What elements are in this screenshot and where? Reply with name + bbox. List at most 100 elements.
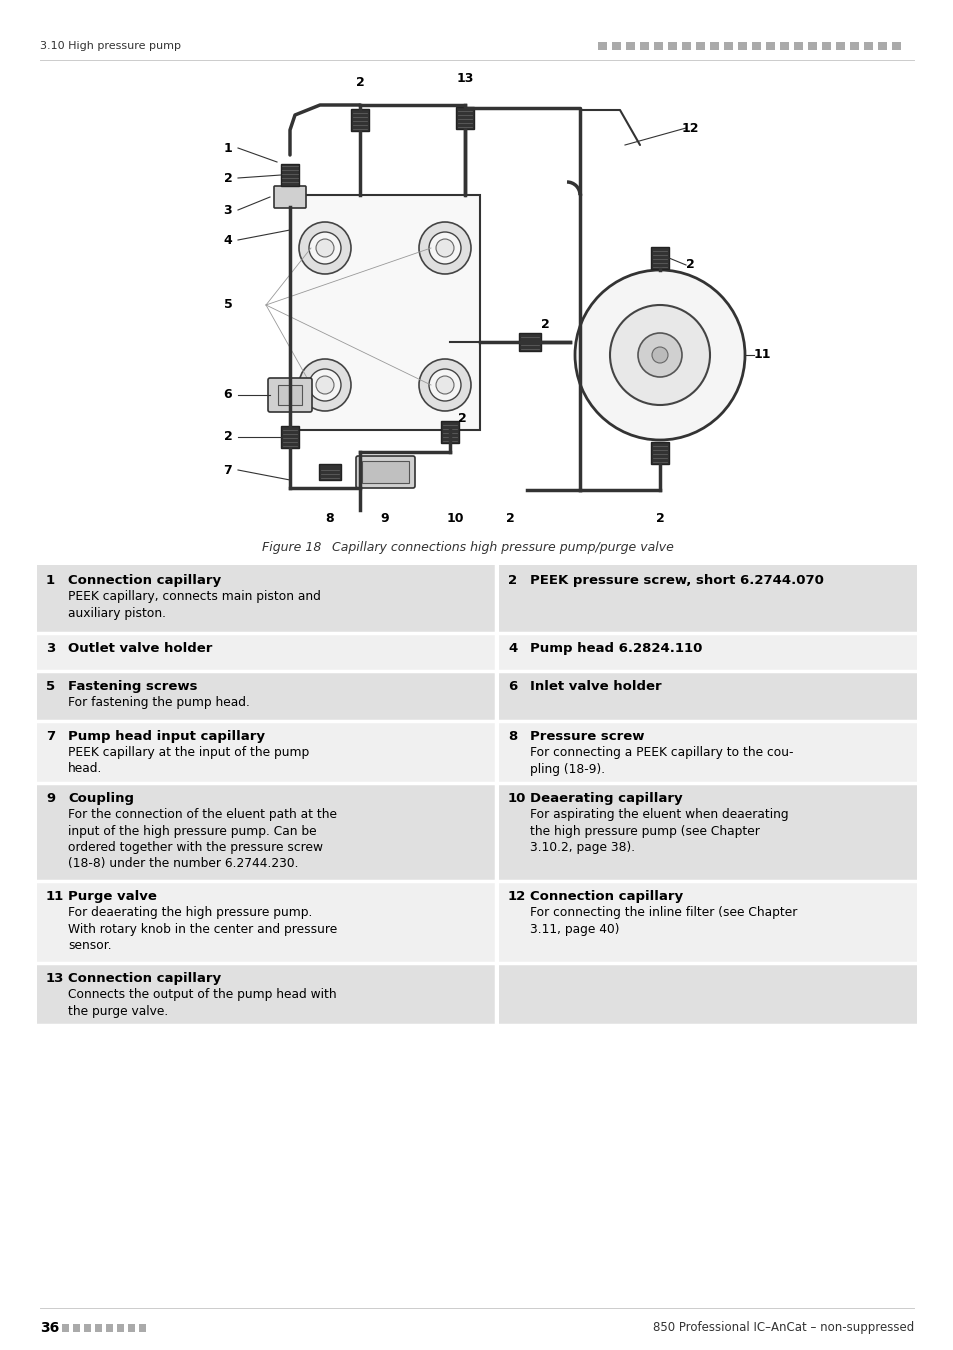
Text: 6: 6	[223, 389, 233, 401]
Text: 9: 9	[46, 792, 55, 805]
Text: Connects the output of the pump head with
the purge valve.: Connects the output of the pump head wit…	[68, 988, 336, 1018]
Bar	[37, 882, 496, 963]
Bar	[117, 1324, 124, 1332]
Text: Connection capillary: Connection capillary	[530, 890, 682, 903]
Text: 10: 10	[446, 512, 463, 525]
Text: 6: 6	[507, 680, 517, 693]
Bar	[37, 671, 496, 721]
Text: Connection capillary: Connection capillary	[68, 972, 221, 986]
Text: 7: 7	[46, 730, 55, 742]
Bar	[498, 783, 916, 882]
Bar	[139, 1324, 146, 1332]
Circle shape	[298, 359, 351, 410]
Bar	[793, 42, 802, 50]
Bar	[723, 42, 732, 50]
Text: 7: 7	[223, 463, 233, 477]
Bar	[95, 1324, 102, 1332]
Text: 12: 12	[680, 122, 698, 135]
Bar	[681, 42, 690, 50]
Circle shape	[575, 270, 744, 440]
Text: Pump head input capillary: Pump head input capillary	[68, 730, 265, 742]
Circle shape	[418, 359, 471, 410]
Text: 3: 3	[223, 204, 233, 216]
Bar	[765, 42, 774, 50]
Bar	[696, 42, 704, 50]
Text: 5: 5	[46, 680, 55, 693]
Bar	[877, 42, 886, 50]
Text: 8: 8	[507, 730, 517, 742]
FancyBboxPatch shape	[274, 186, 306, 208]
Circle shape	[429, 369, 460, 401]
Bar	[62, 1324, 69, 1332]
Bar	[440, 421, 458, 443]
Circle shape	[309, 369, 340, 401]
Bar	[835, 42, 844, 50]
Bar	[498, 633, 916, 671]
Text: Outlet valve holder: Outlet valve holder	[68, 643, 213, 655]
Text: Fastening screws: Fastening screws	[68, 680, 197, 693]
Bar	[37, 566, 496, 633]
Bar	[498, 963, 916, 1025]
Bar	[650, 247, 668, 269]
Text: For connecting the inline filter (see Chapter
3.11, page 40): For connecting the inline filter (see Ch…	[530, 906, 797, 936]
Text: 36: 36	[40, 1322, 59, 1335]
Text: 13: 13	[456, 72, 474, 85]
Text: 3: 3	[46, 643, 55, 655]
FancyBboxPatch shape	[355, 456, 415, 487]
Bar	[738, 42, 746, 50]
Bar	[73, 1324, 80, 1332]
Bar	[891, 42, 900, 50]
Text: 2: 2	[505, 512, 514, 525]
FancyBboxPatch shape	[268, 378, 312, 412]
Circle shape	[315, 377, 334, 394]
Bar	[498, 882, 916, 963]
Text: 11: 11	[46, 890, 64, 903]
Text: 3.10 High pressure pump: 3.10 High pressure pump	[40, 40, 181, 51]
Text: 5: 5	[223, 298, 233, 312]
Text: Purge valve: Purge valve	[68, 890, 156, 903]
Text: 2: 2	[223, 171, 233, 185]
Bar	[751, 42, 760, 50]
Text: For fastening the pump head.: For fastening the pump head.	[68, 697, 250, 709]
Text: 1: 1	[223, 142, 233, 154]
Text: Capillary connections high pressure pump/purge valve: Capillary connections high pressure pump…	[315, 540, 673, 553]
Bar	[498, 721, 916, 783]
Text: 2: 2	[685, 258, 694, 271]
Text: 2: 2	[655, 512, 663, 525]
Text: 8: 8	[325, 512, 334, 525]
Bar	[598, 42, 606, 50]
Bar	[518, 333, 540, 351]
Bar	[128, 1324, 135, 1332]
Text: PEEK capillary, connects main piston and
auxiliary piston.: PEEK capillary, connects main piston and…	[68, 590, 320, 620]
Bar	[281, 427, 298, 448]
Bar	[498, 566, 916, 633]
Text: 850 Professional IC–AnCat – non-suppressed: 850 Professional IC–AnCat – non-suppress…	[652, 1322, 913, 1335]
Bar	[780, 42, 788, 50]
Text: 9: 9	[380, 512, 389, 525]
Text: 13: 13	[46, 972, 64, 986]
Bar	[807, 42, 816, 50]
Bar	[654, 42, 662, 50]
Circle shape	[298, 221, 351, 274]
Text: 4: 4	[223, 234, 233, 247]
Text: 2: 2	[507, 574, 517, 587]
Bar	[277, 385, 302, 405]
Text: Connection capillary: Connection capillary	[68, 574, 221, 587]
Bar	[625, 42, 635, 50]
Text: PEEK capillary at the input of the pump
head.: PEEK capillary at the input of the pump …	[68, 747, 309, 775]
Text: Deaerating capillary: Deaerating capillary	[530, 792, 682, 805]
Bar	[351, 109, 369, 131]
Circle shape	[609, 305, 709, 405]
Bar	[849, 42, 858, 50]
Text: Pump head 6.2824.110: Pump head 6.2824.110	[530, 643, 701, 655]
Text: 12: 12	[507, 890, 526, 903]
Bar	[612, 42, 620, 50]
Text: Coupling: Coupling	[68, 792, 133, 805]
Bar	[290, 194, 479, 431]
Text: 11: 11	[753, 348, 770, 362]
Bar	[37, 963, 496, 1025]
Text: 1: 1	[46, 574, 55, 587]
Bar	[498, 671, 916, 721]
Text: 2: 2	[223, 431, 233, 444]
Bar	[37, 721, 496, 783]
